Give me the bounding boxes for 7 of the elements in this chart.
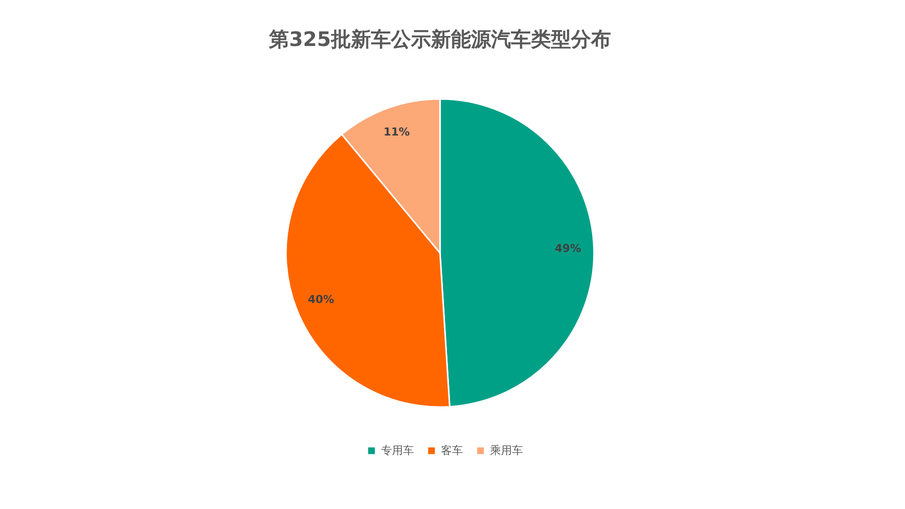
legend-label: 乘用车 [490,444,523,457]
data-label: 40% [308,293,334,306]
data-label: 49% [554,242,582,255]
data-label: 11% [383,126,410,139]
legend-label: 客车 [441,444,463,457]
legend-label: 专用车 [381,444,414,457]
chart-title: 第325批新车公示新能源汽车类型分布 [268,27,611,51]
